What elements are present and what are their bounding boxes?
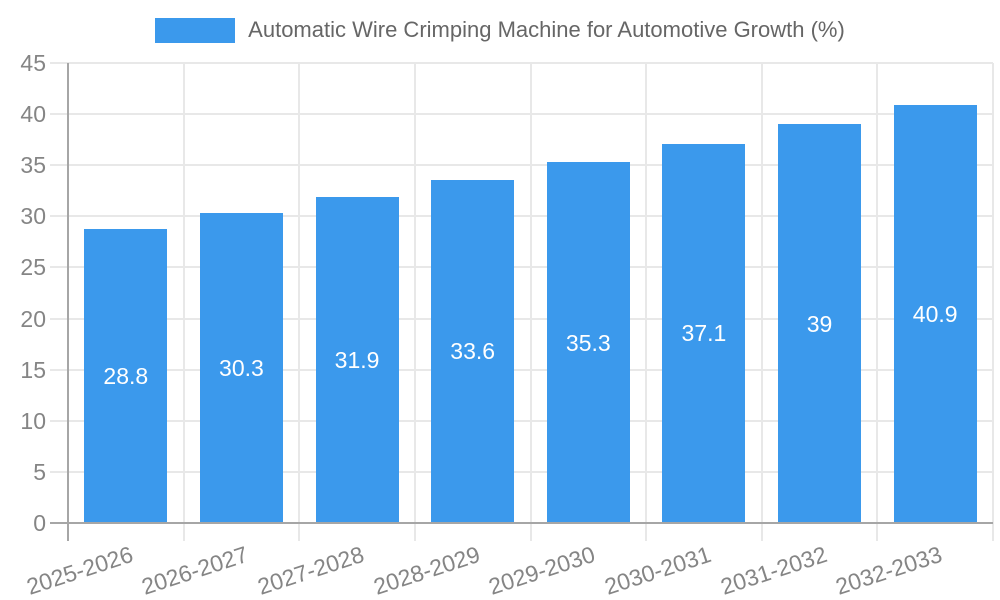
y-gridline bbox=[50, 266, 993, 269]
bar-value-label: 33.6 bbox=[450, 338, 496, 365]
x-gridline bbox=[992, 63, 994, 541]
bar-value-label: 30.3 bbox=[219, 355, 264, 382]
bar-value-label: 37.1 bbox=[681, 320, 727, 347]
x-gridline bbox=[182, 63, 185, 541]
legend-label: Automatic Wire Crimping Machine for Auto… bbox=[248, 17, 845, 42]
x-gridline bbox=[298, 63, 301, 541]
y-gridline bbox=[50, 317, 993, 320]
chart-legend[interactable]: Automatic Wire Crimping Machine for Auto… bbox=[0, 17, 1000, 43]
y-gridline bbox=[50, 164, 993, 167]
y-axis-tick-label: 5 bbox=[33, 458, 46, 485]
y-gridline bbox=[50, 215, 993, 218]
y-axis-tick-label: 40 bbox=[20, 101, 46, 128]
bar-value-label: 39 bbox=[806, 310, 833, 337]
y-axis-tick-label: 45 bbox=[20, 50, 46, 76]
bar-value-label: 40.9 bbox=[912, 300, 958, 327]
bar[interactable] bbox=[662, 143, 746, 522]
bar[interactable] bbox=[84, 228, 168, 522]
bar[interactable] bbox=[893, 104, 977, 522]
bar-value-label: 28.8 bbox=[103, 362, 149, 389]
y-axis-tick-label: 15 bbox=[20, 356, 46, 383]
bar[interactable] bbox=[431, 179, 515, 522]
legend-swatch bbox=[155, 17, 236, 43]
y-axis-tick-label: 35 bbox=[20, 152, 46, 179]
y-axis-tick-label: 0 bbox=[33, 510, 46, 536]
y-gridline bbox=[50, 470, 993, 473]
y-gridline bbox=[50, 368, 993, 371]
bar-value-label: 35.3 bbox=[565, 329, 611, 356]
y-axis-tick-label: 30 bbox=[20, 203, 46, 230]
bar-value-label: 31.9 bbox=[334, 346, 380, 373]
x-axis-line bbox=[50, 522, 993, 524]
bar[interactable] bbox=[199, 213, 283, 522]
x-gridline bbox=[645, 63, 648, 541]
x-gridline bbox=[876, 63, 879, 541]
y-axis-tick-label: 20 bbox=[20, 305, 46, 332]
x-gridline bbox=[529, 63, 532, 541]
bar[interactable] bbox=[315, 196, 399, 522]
y-gridline bbox=[50, 113, 993, 116]
bar[interactable] bbox=[778, 124, 862, 522]
y-gridline bbox=[50, 62, 993, 64]
y-axis-tick-label: 25 bbox=[20, 254, 46, 281]
y-axis-tick-label: 10 bbox=[20, 407, 46, 434]
x-gridline bbox=[413, 63, 416, 541]
y-gridline bbox=[50, 419, 993, 422]
x-gridline bbox=[760, 63, 763, 541]
y-axis-line bbox=[67, 63, 69, 541]
bar[interactable] bbox=[546, 162, 630, 522]
